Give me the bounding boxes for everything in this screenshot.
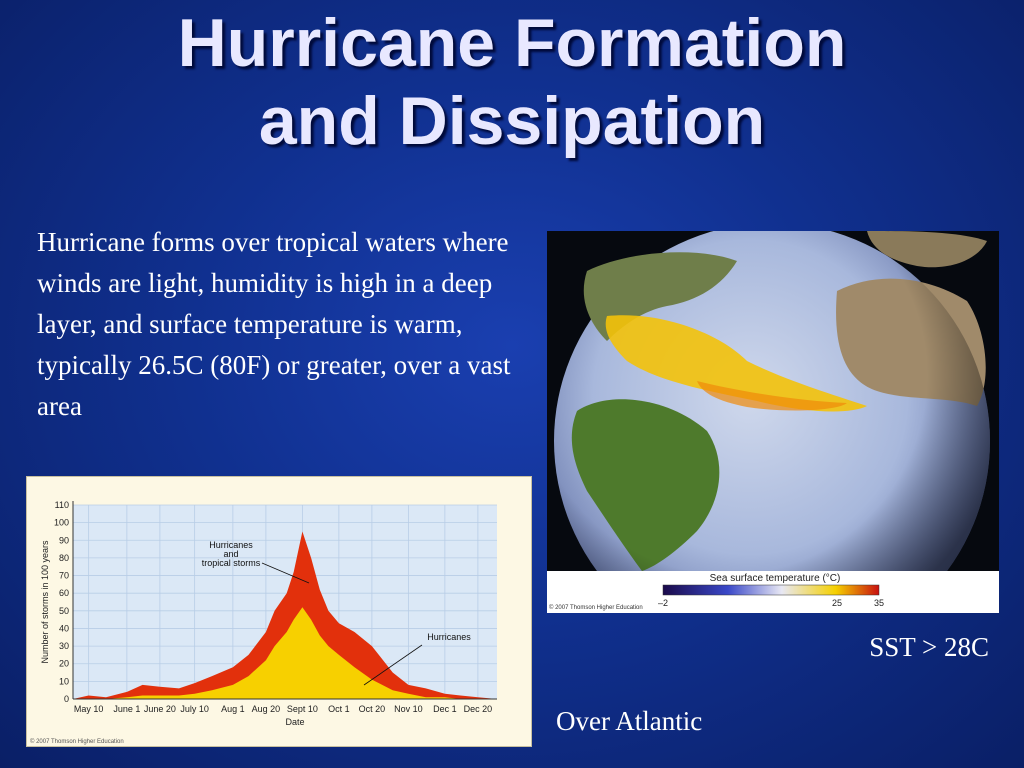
chart-copyright: © 2007 Thomson Higher Education [30, 739, 124, 745]
x-tick-label: Oct 20 [359, 704, 386, 714]
y-tick-label: 80 [59, 553, 69, 563]
y-tick-label: 20 [59, 659, 69, 669]
globe-copyright: © 2007 Thomson Higher Education [549, 605, 643, 611]
x-axis-label: Date [285, 717, 304, 727]
annotation-hurricanes-label: Hurricanes [427, 632, 471, 642]
storm-frequency-chart: 0 10 20 30 40 50 60 70 80 90 100 110 May 10 June 1 Jun… [26, 476, 532, 747]
x-tick-label: Dec 20 [464, 704, 493, 714]
sst-tick-min: –2 [658, 598, 668, 608]
y-tick-label: 0 [64, 694, 69, 704]
series-area-hurricanes [73, 607, 497, 699]
sst-globe-image: Sea surface temperature (°C) –2 25 35 © … [547, 231, 999, 613]
title-line-2: and Dissipation [258, 83, 766, 159]
y-tick-label: 90 [59, 535, 69, 545]
x-tick-label: Oct 1 [328, 704, 350, 714]
annotation-leader-storms [261, 562, 310, 584]
sst-tick-25: 25 [832, 598, 842, 608]
x-tick-label: Sept 10 [287, 704, 318, 714]
x-tick-label: Dec 1 [433, 704, 457, 714]
x-tick-label: June 20 [144, 704, 176, 714]
y-tick-label: 40 [59, 623, 69, 633]
chart-svg: 0 10 20 30 40 50 60 70 80 90 100 110 May 10 June 1 Jun… [40, 500, 497, 727]
sst-legend-title: Sea surface temperature (°C) [710, 573, 841, 584]
title-line-1: Hurricane Formation [177, 5, 847, 81]
sst-color-bar [662, 584, 880, 596]
annotation-hurricanes-and-storms-label: tropical storms [202, 558, 261, 568]
caption-over-atlantic: Over Atlantic [556, 706, 703, 736]
y-tick-label: 10 [59, 676, 69, 686]
y-tick-label: 60 [59, 588, 69, 598]
y-tick-label: 30 [59, 641, 69, 651]
caption-sst: SST > 28C [869, 632, 989, 662]
x-tick-label: July 10 [180, 704, 209, 714]
x-tick-label: Aug 20 [252, 704, 281, 714]
x-tick-label: June 1 [113, 704, 140, 714]
annotation-leader-hurricanes [363, 644, 423, 686]
annotation-hurricanes-and-storms-label: Hurricanes [209, 540, 253, 550]
x-tick-label: Nov 10 [394, 704, 423, 714]
continent-europe [867, 231, 987, 268]
annotation-hurricanes-and-storms-label: and [223, 549, 238, 559]
x-tick-label: May 10 [74, 704, 104, 714]
y-tick-label: 110 [55, 500, 69, 510]
y-tick-label: 100 [54, 518, 69, 528]
slide-title: Hurricane Formation and Dissipation [0, 4, 1024, 160]
globe-illustration: Sea surface temperature (°C) –2 25 35 [547, 231, 999, 613]
x-tick-label: Aug 1 [221, 704, 245, 714]
y-tick-label: 50 [59, 606, 69, 616]
y-axis-label: Number of storms in 100 years [40, 540, 50, 664]
body-text: Hurricane forms over tropical waters whe… [37, 227, 511, 421]
sst-tick-35: 35 [874, 598, 884, 608]
series-area-hurricanes-and-tropical-storms [73, 531, 497, 699]
y-tick-label: 70 [59, 571, 69, 581]
